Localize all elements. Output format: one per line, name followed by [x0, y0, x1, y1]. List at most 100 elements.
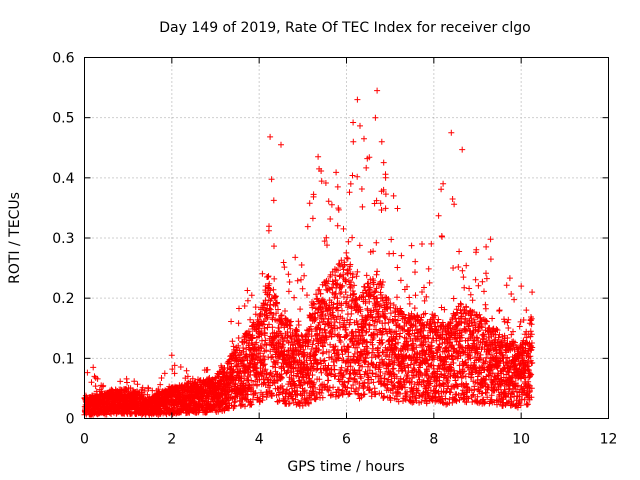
data-point [325, 377, 332, 384]
data-point [310, 300, 317, 307]
data-point [139, 384, 146, 391]
data-point [462, 316, 469, 323]
data-point [482, 398, 489, 405]
data-point [516, 323, 523, 330]
data-point [183, 367, 190, 374]
data-point [427, 349, 434, 356]
data-point [447, 389, 454, 396]
data-point [161, 370, 168, 377]
data-point [263, 347, 270, 354]
data-point [281, 357, 288, 364]
data-point [481, 380, 488, 386]
data-point [277, 312, 284, 319]
data-point [349, 172, 356, 179]
data-point [291, 294, 298, 301]
data-point [474, 373, 481, 380]
data-point [469, 333, 476, 340]
data-point [335, 354, 341, 361]
data-point [436, 341, 443, 348]
data-point [311, 379, 317, 386]
data-point [322, 180, 329, 186]
data-point [316, 376, 323, 383]
data-point [249, 341, 256, 348]
data-point [356, 242, 363, 249]
data-point [298, 397, 305, 404]
data-point [382, 370, 388, 377]
data-point [371, 289, 378, 296]
data-point [348, 305, 355, 312]
data-point [244, 297, 251, 304]
data-point [247, 401, 254, 407]
data-point [371, 330, 378, 337]
data-point [267, 370, 274, 377]
data-point [450, 265, 457, 271]
data-point [395, 339, 401, 346]
data-point [332, 372, 339, 379]
data-point [279, 374, 285, 381]
data-point [305, 336, 312, 343]
data-point [322, 312, 329, 319]
data-point [158, 375, 165, 381]
data-point [450, 295, 457, 302]
data-point [390, 302, 397, 308]
data-point [415, 387, 422, 394]
data-point [511, 296, 518, 303]
data-point [325, 198, 332, 205]
data-point [475, 282, 482, 289]
data-point [350, 138, 357, 145]
data-point [469, 392, 476, 399]
data-point [366, 380, 372, 387]
data-point [357, 335, 364, 342]
data-point [318, 390, 325, 396]
data-point [414, 326, 420, 333]
data-point [266, 291, 273, 298]
data-point [321, 238, 328, 245]
data-point [462, 373, 469, 380]
data-point [353, 318, 360, 324]
data-point [461, 284, 468, 291]
data-point [343, 326, 349, 333]
data-point [317, 290, 324, 297]
data-point [100, 382, 107, 389]
data-point [339, 372, 346, 379]
data-point [450, 360, 457, 366]
data-point [204, 366, 211, 373]
data-point [366, 321, 373, 328]
data-point [469, 297, 476, 304]
data-point [270, 197, 277, 204]
data-point [244, 287, 251, 294]
data-point [260, 353, 267, 359]
data-point [395, 317, 401, 324]
data-point [318, 168, 325, 174]
data-point [439, 233, 445, 240]
data-point [508, 291, 515, 297]
data-point [370, 307, 377, 314]
data-point [298, 262, 305, 268]
data-point [387, 397, 394, 404]
data-point [292, 254, 299, 261]
data-point [305, 400, 312, 407]
data-point [266, 310, 273, 317]
data-point [323, 234, 330, 241]
data-points [81, 87, 536, 418]
data-point [427, 378, 434, 385]
data-point [297, 382, 303, 389]
data-point [420, 379, 427, 386]
data-point [390, 371, 397, 377]
data-point [419, 289, 425, 295]
data-point [92, 383, 99, 390]
data-point [177, 364, 184, 370]
data-point [384, 303, 391, 310]
data-point [367, 284, 374, 291]
data-point [248, 377, 255, 384]
data-point [309, 372, 316, 378]
data-point [288, 335, 295, 342]
data-point [244, 391, 251, 398]
data-point [416, 369, 423, 375]
data-point [392, 316, 399, 323]
data-point [280, 364, 287, 371]
data-point [504, 354, 511, 361]
data-point [468, 387, 475, 394]
data-point [447, 320, 454, 327]
data-point [155, 386, 162, 393]
